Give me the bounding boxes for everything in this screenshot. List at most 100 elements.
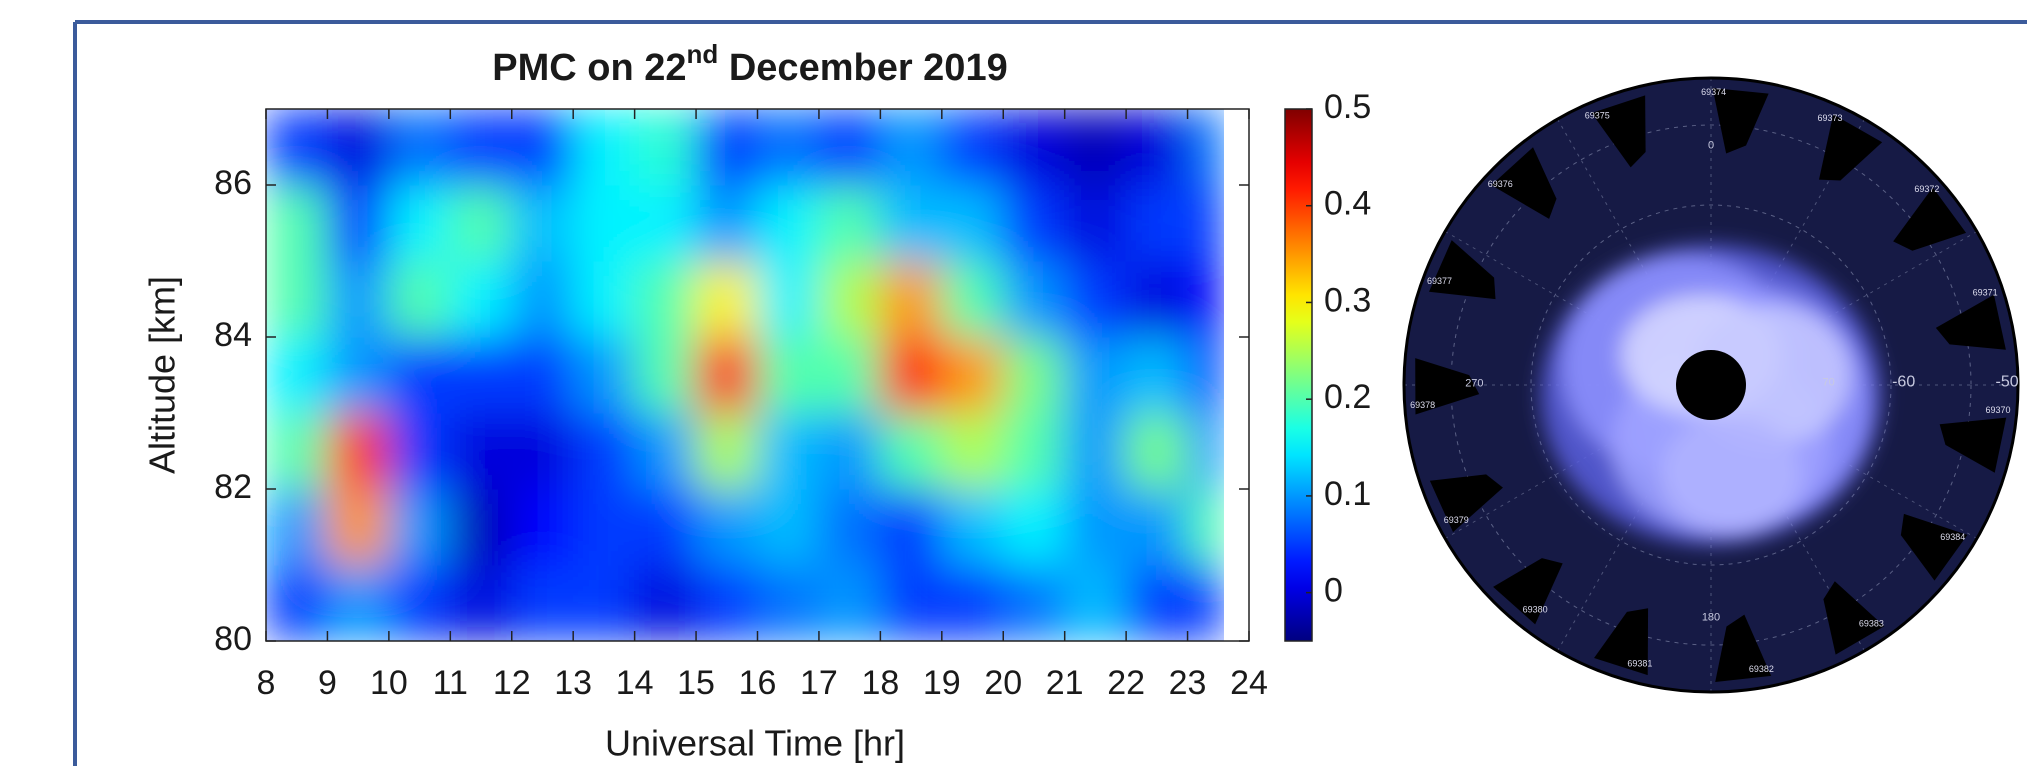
- x-tick-label: 15: [677, 664, 715, 702]
- heat-cell: [572, 184, 636, 262]
- x-tick-label: 12: [493, 664, 531, 702]
- heat-cell: [1002, 109, 1066, 186]
- heat-cell: [818, 109, 881, 186]
- polar-data-gap: [1712, 88, 1769, 154]
- heat-cell: [1187, 260, 1224, 338]
- heat-cell: [818, 260, 881, 338]
- heat-cell: [326, 260, 390, 338]
- cloud: [1661, 415, 1801, 535]
- orbit-label: 69376: [1488, 179, 1513, 189]
- heat-cell: [1064, 412, 1127, 490]
- x-tick-label: 17: [800, 664, 838, 702]
- heat-cell: [388, 109, 451, 186]
- heat-cell: [266, 184, 328, 262]
- heat-cell: [266, 488, 328, 566]
- orbit-label: 69370: [1986, 405, 2011, 415]
- heat-cell: [1064, 109, 1127, 186]
- heat-cell: [1125, 412, 1189, 490]
- heat-cell: [879, 109, 943, 186]
- polar-data-gap: [1823, 581, 1885, 655]
- heat-cell: [388, 488, 451, 566]
- heat-cell: [695, 109, 758, 186]
- polar-grid-spoke: [1557, 118, 1712, 386]
- heat-cell: [326, 564, 390, 641]
- heat-cell: [634, 564, 697, 641]
- heat-cell: [634, 488, 697, 566]
- heat-cell: [818, 488, 881, 566]
- heat-cell: [326, 488, 390, 566]
- colorbar-tick-label: 0.3: [1324, 281, 1371, 319]
- title-part: nd: [687, 39, 719, 69]
- x-axis-label: Universal Time [hr]: [605, 723, 905, 764]
- heat-cell: [1125, 564, 1189, 641]
- heat-cell: [1187, 488, 1224, 566]
- x-tick-label: 24: [1230, 664, 1268, 702]
- x-tick-label: 21: [1046, 664, 1084, 702]
- heat-cell: [879, 412, 943, 490]
- y-tick-label: 80: [214, 620, 252, 658]
- polar-grid-label: 270: [1465, 378, 1483, 390]
- x-tick-label: 19: [923, 664, 961, 702]
- orbit-label: 69380: [1523, 604, 1548, 614]
- heat-cell: [326, 412, 390, 490]
- heat-cell: [388, 260, 451, 338]
- polar-data-gap: [1715, 614, 1772, 682]
- heat-cell: [1064, 488, 1127, 566]
- polar-data-gap: [1893, 187, 1967, 251]
- orbit-label: 69372: [1914, 184, 1939, 194]
- heat-cell: [757, 184, 820, 262]
- heat-cell: [449, 184, 513, 262]
- colorbar-tick-label: 0.4: [1324, 185, 1371, 223]
- orbit-label: 69381: [1627, 659, 1652, 669]
- x-tick-label: 8: [257, 664, 276, 702]
- heat-cell: [449, 260, 513, 338]
- polar-data-gap: [1591, 95, 1646, 168]
- x-tick-label: 13: [554, 664, 592, 702]
- x-tick-label: 23: [1169, 664, 1207, 702]
- heat-cell: [511, 488, 574, 566]
- heat-cell: [695, 412, 758, 490]
- heat-cell: [1125, 109, 1189, 186]
- heat-cell: [1125, 488, 1189, 566]
- heat-cell: [1002, 412, 1066, 490]
- orbit-label: 69384: [1940, 532, 1965, 542]
- polar-data-gap: [1491, 147, 1557, 219]
- colorbar-tick-label: 0.1: [1324, 475, 1371, 513]
- cloud-field: [1541, 245, 1881, 545]
- heat-cell: [1002, 488, 1066, 566]
- heat-cell: [634, 412, 697, 490]
- heat-cell: [757, 412, 820, 490]
- orbit-label: 69375: [1585, 110, 1610, 120]
- x-tick-label: 9: [318, 664, 337, 702]
- heat-cell: [818, 564, 881, 641]
- y-axis-label: Altitude [km]: [142, 276, 183, 474]
- heat-cell: [818, 336, 881, 414]
- polar-image: 69374 69375 69373 69376 69372 69377 69371 69378…: [1402, 76, 2020, 694]
- heat-cell: [1125, 260, 1189, 338]
- polar-grid-label: 180: [1702, 612, 1720, 624]
- heat-cell: [388, 184, 451, 262]
- heat-cell: [511, 260, 574, 338]
- heat-cell: [695, 488, 758, 566]
- polar-rim: [1402, 76, 2020, 694]
- heat-cell: [1187, 336, 1224, 414]
- heat-cell: [1002, 260, 1066, 338]
- colorbar-tick-label: 0.5: [1324, 88, 1371, 126]
- heat-cell: [1064, 564, 1127, 641]
- heat-cell: [879, 260, 943, 338]
- colorbar-tick-label: 0.2: [1324, 378, 1371, 416]
- heat-cell: [572, 260, 636, 338]
- orbit-label: 69379: [1444, 515, 1469, 525]
- heat-cell: [1002, 564, 1066, 641]
- heat-cell: [449, 336, 513, 414]
- polar-grid-label: -50: [1996, 374, 2019, 391]
- heat-cell: [1002, 336, 1066, 414]
- x-tick-label: 16: [739, 664, 777, 702]
- heat-cell: [511, 564, 574, 641]
- heat-cell: [757, 260, 820, 338]
- polar-data-gap: [1415, 358, 1480, 415]
- orbit-label: 69373: [1817, 113, 1842, 123]
- heat-cell: [634, 260, 697, 338]
- heat-cell: [1125, 336, 1189, 414]
- y-tick-label: 86: [214, 164, 252, 202]
